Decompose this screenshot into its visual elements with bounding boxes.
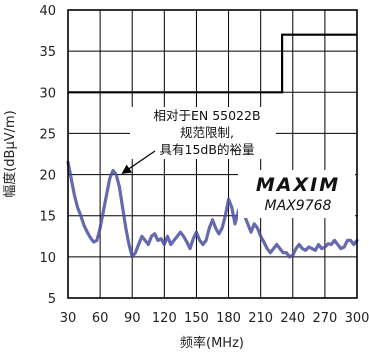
part-number: MAX9768 bbox=[265, 198, 332, 214]
ticks-layer: 30 60 90 120 150 180 210 240 270 300 5 10 15 20 25 30 35… bbox=[39, 4, 369, 326]
x-tick-label: 270 bbox=[312, 311, 337, 326]
x-tick-label: 30 bbox=[60, 311, 77, 326]
x-tick-label: 150 bbox=[184, 311, 209, 326]
annotation-line-3: 具有15dB的裕量 bbox=[160, 142, 255, 157]
x-tick-label: 300 bbox=[345, 311, 369, 326]
y-tick-label: 5 bbox=[48, 292, 56, 307]
plot-frame bbox=[67, 9, 358, 299]
series-line-limit bbox=[68, 33, 357, 94]
x-tick-label: 90 bbox=[124, 311, 141, 326]
y-tick-label: 15 bbox=[39, 210, 56, 225]
annotation-arrow bbox=[121, 150, 156, 174]
limit-layer bbox=[68, 33, 357, 94]
maxim-logo-text: MAXIM bbox=[256, 174, 340, 196]
annotation: 相对于EN 55022B 规范限制, 具有15dB的裕量 bbox=[121, 107, 276, 174]
logo-background bbox=[238, 170, 355, 218]
x-tick-label: 210 bbox=[248, 311, 273, 326]
series-line-emission bbox=[66, 160, 359, 259]
y-axis-title: 幅度(dBμV/m) bbox=[2, 110, 18, 198]
y-tick-label: 25 bbox=[39, 127, 56, 142]
series-layer bbox=[66, 160, 359, 259]
y-tick-label: 40 bbox=[39, 4, 56, 19]
annotation-background bbox=[130, 107, 276, 159]
y-tick-label: 10 bbox=[39, 251, 56, 266]
maxim-logo: MAXIM MAX9768 bbox=[238, 170, 355, 218]
x-tick-label: 240 bbox=[280, 311, 305, 326]
x-tick-label: 60 bbox=[92, 311, 109, 326]
x-tick-label: 180 bbox=[216, 311, 241, 326]
annotation-line-2: 规范限制, bbox=[180, 125, 234, 140]
y-tick-label: 35 bbox=[39, 45, 56, 60]
annotation-line-1: 相对于EN 55022B bbox=[153, 108, 260, 123]
y-tick-label: 20 bbox=[39, 169, 56, 184]
y-tick-label: 30 bbox=[39, 86, 56, 101]
x-axis-title: 频率(MHz) bbox=[180, 335, 244, 351]
x-tick-label: 120 bbox=[152, 311, 177, 326]
